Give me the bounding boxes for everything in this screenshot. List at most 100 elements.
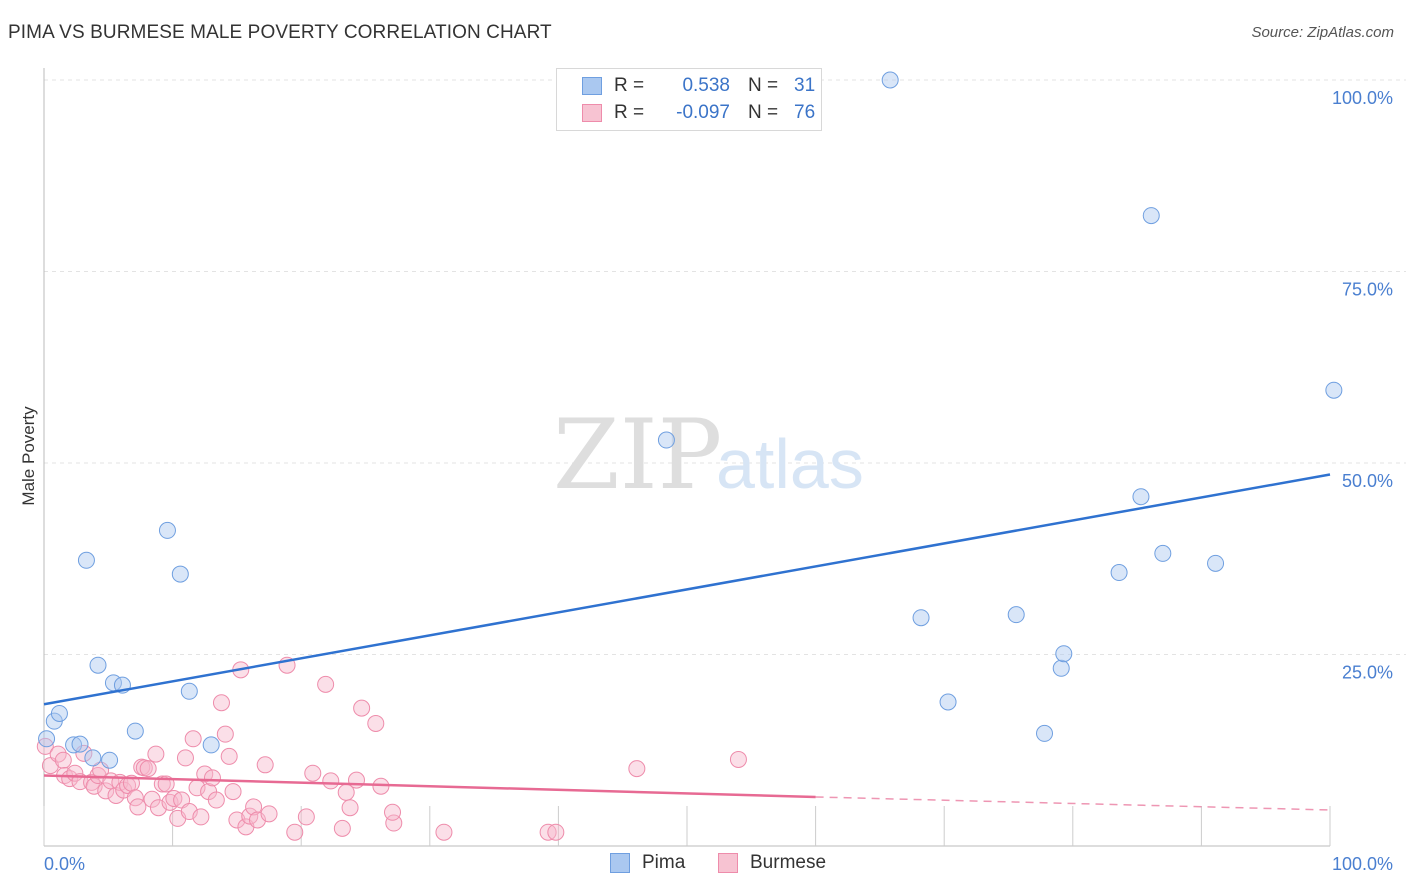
burmese-swatch [582, 104, 602, 122]
source-label: Source: ZipAtlas.com [1251, 24, 1394, 41]
pima-point-23 [1055, 645, 1073, 663]
pima-legend-label: Pima [642, 852, 686, 873]
burmese-point-53 [256, 756, 274, 774]
pima-point-13 [171, 565, 189, 583]
pima-swatch [582, 77, 602, 95]
x-tick-label-0: 0.0% [44, 854, 85, 874]
y-tick-label-1: 50.0% [1342, 471, 1393, 491]
pima-point-29 [1325, 381, 1343, 399]
burmese-point-60 [322, 772, 340, 790]
pima-n-value: 31 [794, 75, 816, 96]
burmese-series [36, 656, 747, 841]
pima-point-22 [1052, 659, 1070, 677]
burmese-point-34 [176, 749, 194, 767]
pima-point-26 [1142, 207, 1160, 225]
burmese-point-56 [286, 823, 304, 841]
burmese-point-58 [304, 764, 322, 782]
burmese-r-value: -0.097 [676, 102, 730, 123]
watermark-zip: ZIP [553, 399, 722, 511]
burmese-point-68 [385, 814, 403, 832]
burmese-point-41 [203, 769, 221, 787]
pima-point-17 [881, 71, 899, 89]
pima-point-0 [38, 730, 56, 748]
stats-legend: R = 0.538 N = 31 R = -0.097 N = 76 [556, 68, 822, 131]
pima-point-14 [180, 682, 198, 700]
burmese-trend-extension [815, 796, 1331, 811]
burmese-point-57 [297, 808, 315, 826]
pima-point-25 [1132, 488, 1150, 506]
trend-lines [43, 473, 1331, 811]
burmese-point-21 [129, 798, 147, 816]
legend-row-burmese: R = -0.097 N = 76 [582, 100, 815, 126]
burmese-n-label: N = [748, 102, 779, 123]
y-tick-labels: 25.0% 50.0% 75.0% 100.0% [1332, 88, 1393, 683]
pima-point-20 [1007, 606, 1025, 624]
pima-point-24 [1110, 564, 1128, 582]
burmese-point-65 [353, 699, 371, 717]
pima-point-16 [657, 431, 675, 449]
watermark: ZIP atlas [553, 399, 864, 511]
burmese-point-42 [207, 791, 225, 809]
y-tick-label-3: 100.0% [1332, 88, 1393, 108]
pima-point-2 [50, 704, 68, 722]
burmese-point-3 [54, 751, 72, 769]
burmese-point-74 [729, 750, 747, 768]
watermark-atlas: atlas [716, 425, 864, 503]
pima-point-3 [65, 736, 83, 754]
burmese-point-36 [184, 730, 202, 748]
pima-point-11 [126, 722, 144, 740]
pima-n-label: N = [748, 75, 779, 96]
y-tick-label-2: 75.0% [1342, 280, 1393, 300]
burmese-point-64 [347, 771, 365, 789]
x-tick-labels: 0.0% 100.0% [44, 854, 1393, 874]
series-legend: Pima Burmese [0, 852, 1406, 876]
y-axis-label: Male Poverty [19, 406, 38, 506]
pima-point-12 [158, 521, 176, 539]
pima-point-7 [89, 656, 107, 674]
burmese-legend-swatch [718, 853, 738, 873]
burmese-point-45 [220, 747, 238, 765]
pima-point-21 [1036, 724, 1054, 742]
legend-item-burmese[interactable]: Burmese [718, 852, 826, 874]
pima-r-label: R = [614, 75, 645, 96]
pima-point-6 [84, 749, 102, 767]
burmese-r-label: R = [614, 102, 645, 123]
burmese-point-24 [139, 760, 157, 778]
pima-point-19 [939, 693, 957, 711]
burmese-point-26 [147, 745, 165, 763]
burmese-point-50 [241, 807, 259, 825]
burmese-point-59 [317, 675, 335, 693]
burmese-point-70 [435, 823, 453, 841]
grid-lines [44, 79, 1406, 655]
pima-point-8 [101, 751, 119, 769]
burmese-point-13 [97, 782, 115, 800]
burmese-point-73 [628, 760, 646, 778]
burmese-n-value: 76 [794, 102, 816, 123]
burmese-point-51 [245, 798, 263, 816]
burmese-point-25 [143, 790, 161, 808]
burmese-point-43 [212, 694, 230, 712]
axes [43, 68, 1331, 847]
burmese-point-61 [333, 819, 351, 837]
pima-point-5 [77, 551, 95, 569]
pima-point-27 [1154, 544, 1172, 562]
pima-series [38, 71, 1343, 769]
burmese-point-39 [196, 765, 214, 783]
chart-title: PIMA VS BURMESE MALE POVERTY CORRELATION… [8, 22, 552, 43]
burmese-point-54 [260, 805, 278, 823]
legend-item-pima[interactable]: Pima [610, 852, 685, 874]
pima-point-15 [202, 736, 220, 754]
burmese-point-63 [341, 799, 359, 817]
burmese-point-38 [192, 808, 210, 826]
burmese-point-44 [216, 725, 234, 743]
pima-r-value: 0.538 [682, 75, 730, 96]
burmese-point-72 [547, 823, 565, 841]
burmese-point-46 [224, 783, 242, 801]
x-tick-label-1: 100.0% [1332, 854, 1393, 874]
y-tick-label-0: 25.0% [1342, 663, 1393, 683]
pima-point-4 [71, 735, 89, 753]
burmese-point-69 [384, 803, 402, 821]
burmese-point-47 [228, 811, 246, 829]
pima-point-18 [912, 609, 930, 627]
